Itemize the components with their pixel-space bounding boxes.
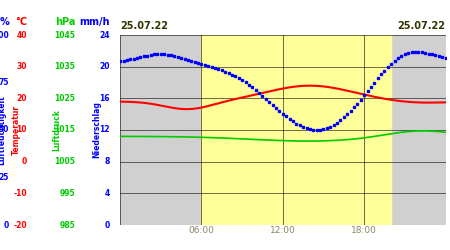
Text: 16: 16 [99,94,110,103]
Text: Luftdruck: Luftdruck [53,109,62,151]
Text: 25: 25 [0,173,9,182]
Text: 75: 75 [0,78,9,87]
Text: Luftfeuchtigkeit: Luftfeuchtigkeit [0,95,6,165]
Text: 0: 0 [22,157,27,166]
Text: 25.07.22: 25.07.22 [397,21,446,31]
Text: 995: 995 [59,189,75,198]
Text: mm/h: mm/h [80,17,110,27]
Text: °C: °C [15,17,27,27]
Text: 12: 12 [99,126,110,134]
Text: 1025: 1025 [54,94,75,103]
Text: 985: 985 [59,220,75,230]
Text: 25.07.22: 25.07.22 [120,21,168,31]
Text: -20: -20 [14,220,27,230]
Text: Temperatur: Temperatur [12,105,21,155]
Text: 4: 4 [105,189,110,198]
Text: 40: 40 [17,30,27,40]
Text: 1005: 1005 [54,157,75,166]
Text: %: % [0,17,9,27]
Text: 24: 24 [99,30,110,40]
Text: hPa: hPa [54,17,75,27]
Text: 1035: 1035 [54,62,75,71]
Bar [202,35,391,225]
Text: Niederschlag: Niederschlag [93,102,102,158]
Text: 100: 100 [0,30,9,40]
Text: 10: 10 [17,126,27,134]
Text: 1015: 1015 [54,126,75,134]
Text: 30: 30 [17,62,27,71]
Text: 0: 0 [105,220,110,230]
Text: 1045: 1045 [54,30,75,40]
Text: 50: 50 [0,126,9,134]
Text: 0: 0 [4,220,9,230]
Text: 20: 20 [99,62,110,71]
Text: 20: 20 [17,94,27,103]
Text: -10: -10 [14,189,27,198]
Text: 8: 8 [104,157,110,166]
